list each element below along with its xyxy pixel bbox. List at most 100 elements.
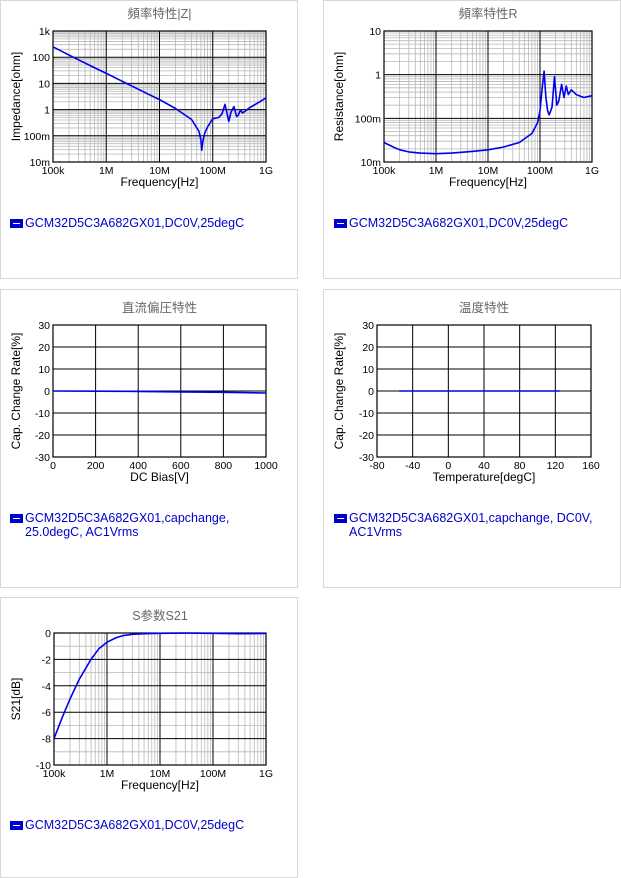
y-tick-label: -10 [359, 408, 374, 420]
y-axis-label: Cap. Change Rate[%] [332, 333, 346, 450]
x-tick-label: 80 [514, 460, 526, 472]
y-tick-label: 10 [38, 78, 50, 90]
y-tick-label: 0 [368, 386, 374, 398]
legend-label: GCM32D5C3A682GX01,capchange, 25.0degC, A… [25, 511, 230, 539]
x-tick-label: 1M [429, 165, 444, 177]
y-tick-label: 100 [32, 52, 50, 64]
y-tick-label: 20 [362, 342, 374, 354]
chart-s21: S参数S21 100k 1M 10M 100M 1G -10 -8 -6 -4 -2 0 Frequen… [9, 608, 273, 792]
x-tick-label: 1M [99, 165, 114, 177]
legend-s21[interactable]: GCM32D5C3A682GX01,DC0V,25degC [10, 818, 244, 832]
legend-swatch-icon [334, 219, 347, 228]
chart-temperature: 温度特性 -80 -40 0 40 80 120 160 -30 -20 -10 0 10 20 30 Tem… [332, 300, 600, 484]
legend-impedance[interactable]: GCM32D5C3A682GX01,DC0V,25degC [10, 216, 244, 230]
x-tick-label: 100M [527, 165, 553, 177]
x-tick-label: 200 [87, 460, 105, 472]
y-tick-label: -20 [35, 430, 50, 442]
legend-label: GCM32D5C3A682GX01,DC0V,25degC [25, 818, 245, 832]
x-tick-label: 1000 [254, 460, 278, 472]
x-tick-label: 100k [373, 165, 397, 177]
y-tick-label: 1k [39, 26, 51, 38]
x-axis-label: Frequency[Hz] [121, 778, 199, 792]
panel-resistance: 頻率特性R 100k 1M 10M 100M 1G 10m 100m 1 10 Frequency[… [323, 0, 621, 279]
plot-frame [376, 324, 592, 458]
chart-title: 温度特性 [459, 300, 509, 315]
panel-s21: S参数S21 100k 1M 10M 100M 1G -10 -8 -6 -4 -2 0 Frequen… [0, 597, 298, 878]
x-tick-label: 120 [547, 460, 565, 472]
x-axis-label: Frequency[Hz] [120, 175, 198, 189]
x-tick-label: 800 [215, 460, 233, 472]
chart-title: 頻率特性R [458, 6, 517, 21]
y-tick-label: 10m [30, 157, 51, 169]
x-tick-label: 1G [259, 768, 273, 780]
series-line [383, 70, 593, 155]
y-tick-label: 0 [45, 628, 51, 640]
x-tick-label: 0 [445, 460, 451, 472]
legend-swatch-icon [334, 514, 347, 523]
y-tick-label: -2 [42, 654, 51, 666]
y-tick-label: -8 [42, 734, 51, 746]
x-tick-label: 100k [43, 768, 67, 780]
series-line [53, 632, 267, 739]
y-tick-label: 30 [38, 320, 50, 332]
legend-label: GCM32D5C3A682GX01,DC0V,25degC [349, 216, 569, 230]
x-tick-label: 100M [200, 165, 226, 177]
y-tick-label: 10 [362, 364, 374, 376]
y-tick-label: 100m [24, 131, 51, 143]
y-tick-label: -10 [35, 408, 50, 420]
y-axis-label: Cap. Change Rate[%] [9, 333, 23, 450]
chart-resistance: 頻率特性R 100k 1M 10M 100M 1G 10m 100m 1 10 Frequency[… [332, 6, 599, 189]
series-line [52, 390, 267, 394]
x-tick-label: 400 [129, 460, 147, 472]
plot-frame [52, 30, 267, 163]
panel-impedance: 頻率特性|Z| 100k 1M 10M 100M 1G 10m 100m 1 10 100 1k Fre… [0, 0, 298, 279]
legend-resistance[interactable]: GCM32D5C3A682GX01,DC0V,25degC [334, 216, 568, 230]
legend-swatch-icon [10, 821, 23, 830]
legend-swatch-icon [10, 219, 23, 228]
y-axis-label: S21[dB] [9, 678, 23, 721]
x-tick-label: 40 [478, 460, 490, 472]
y-tick-label: 30 [362, 320, 374, 332]
x-tick-label: 100M [200, 768, 226, 780]
x-tick-label: 600 [172, 460, 190, 472]
y-tick-label: -4 [42, 681, 51, 693]
x-tick-label: 1M [100, 768, 115, 780]
y-tick-label: 1 [375, 70, 381, 82]
legend-temperature[interactable]: GCM32D5C3A682GX01,capchange, DC0V, AC1Vr… [334, 511, 592, 539]
grid [52, 30, 267, 163]
grid [53, 632, 267, 766]
y-tick-label: 100m [355, 113, 382, 125]
y-tick-label: 10 [369, 26, 381, 38]
x-tick-label: -40 [405, 460, 420, 472]
x-tick-label: 160 [582, 460, 600, 472]
chart-title: 頻率特性|Z| [127, 6, 191, 21]
y-axis-label: Impedance[ohm] [9, 52, 23, 141]
y-tick-label: -20 [359, 430, 374, 442]
chart-dcbias: 直流偏圧特性 0 200 400 600 800 1000 -30 -20 -10 0 10 20 30 D… [9, 300, 278, 484]
legend-label: GCM32D5C3A682GX01,DC0V,25degC [25, 216, 245, 230]
x-tick-label: 1G [259, 165, 273, 177]
x-axis-label: DC Bias[V] [130, 470, 189, 484]
x-tick-label: 0 [50, 460, 56, 472]
legend-swatch-icon [10, 514, 23, 523]
y-tick-label: 10 [38, 364, 50, 376]
grid [383, 30, 593, 163]
y-tick-label: 10m [361, 157, 382, 169]
y-axis-label: Resistance[ohm] [332, 52, 346, 141]
y-tick-label: 0 [44, 386, 50, 398]
panel-temperature: 温度特性 -80 -40 0 40 80 120 160 -30 -20 -10 0 10 20 30 Tem… [323, 289, 621, 588]
y-tick-label: -30 [359, 452, 374, 464]
chart-title: S参数S21 [132, 608, 188, 623]
x-tick-label: 10M [478, 165, 498, 177]
legend-dcbias[interactable]: GCM32D5C3A682GX01,capchange, 25.0degC, A… [10, 511, 229, 539]
x-axis-label: Frequency[Hz] [449, 175, 527, 189]
legend-label: GCM32D5C3A682GX01,capchange, DC0V, AC1Vr… [349, 511, 593, 539]
x-tick-label: 10M [150, 768, 170, 780]
y-tick-label: -6 [42, 707, 51, 719]
x-tick-label: -80 [369, 460, 384, 472]
panel-dcbias: 直流偏圧特性 0 200 400 600 800 1000 -30 -20 -10 0 10 20 30 D… [0, 289, 298, 588]
y-tick-label: 1 [44, 105, 50, 117]
y-tick-label: -30 [35, 452, 50, 464]
chart-title: 直流偏圧特性 [122, 300, 197, 315]
y-tick-label: 20 [38, 342, 50, 354]
